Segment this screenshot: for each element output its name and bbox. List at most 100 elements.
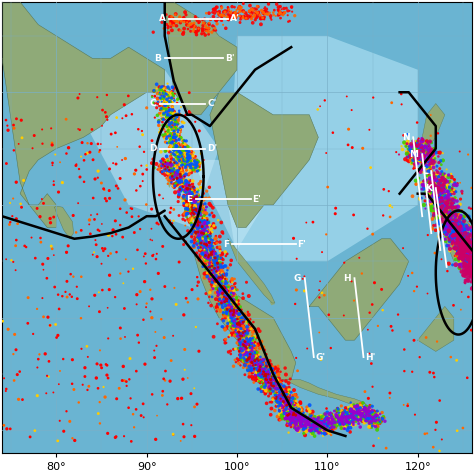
Point xyxy=(73,161,80,168)
Point xyxy=(173,112,181,120)
Point xyxy=(217,283,224,291)
Point xyxy=(286,409,293,417)
Point xyxy=(409,137,417,145)
Point xyxy=(184,151,192,159)
Point xyxy=(274,392,282,400)
Point xyxy=(190,196,198,204)
Point xyxy=(327,419,334,427)
Point xyxy=(169,138,176,146)
Point xyxy=(210,261,218,268)
Point xyxy=(170,130,177,137)
Point xyxy=(252,14,260,22)
Point xyxy=(246,364,253,372)
Point xyxy=(313,427,320,435)
Point xyxy=(176,146,184,154)
Point xyxy=(302,424,310,431)
Point xyxy=(266,398,273,406)
Point xyxy=(209,278,216,286)
Point xyxy=(203,215,210,223)
Point xyxy=(111,217,119,225)
Point xyxy=(203,241,211,249)
Point xyxy=(462,246,470,254)
Point xyxy=(261,373,268,381)
Point xyxy=(244,327,252,334)
Point xyxy=(288,403,295,411)
Point xyxy=(164,112,172,120)
Point xyxy=(190,197,198,205)
Point xyxy=(411,146,419,153)
Point xyxy=(292,354,300,362)
Point xyxy=(94,384,102,392)
Point xyxy=(219,283,227,291)
Point xyxy=(300,417,307,424)
Point xyxy=(164,97,171,105)
Point xyxy=(463,237,471,244)
Point xyxy=(250,319,257,326)
Point xyxy=(424,151,432,158)
Point xyxy=(47,219,55,227)
Point xyxy=(171,159,178,166)
Point xyxy=(162,90,169,97)
Point xyxy=(414,151,421,158)
Point xyxy=(443,210,451,218)
Point xyxy=(239,341,247,348)
Point xyxy=(164,122,172,130)
Point xyxy=(213,8,221,16)
Point xyxy=(442,201,449,208)
Point xyxy=(291,404,298,412)
Point xyxy=(457,248,465,256)
Point xyxy=(250,347,258,355)
Point xyxy=(367,418,375,426)
Point xyxy=(210,264,218,271)
Point xyxy=(169,150,177,157)
Point xyxy=(290,398,298,406)
Point xyxy=(236,318,244,325)
Point xyxy=(235,345,242,352)
Point xyxy=(188,154,196,161)
Point xyxy=(171,127,178,135)
Point xyxy=(422,152,429,159)
Point xyxy=(206,221,213,228)
Point xyxy=(353,409,360,416)
Point xyxy=(422,176,430,184)
Point xyxy=(210,213,218,220)
Point xyxy=(428,206,435,214)
Point xyxy=(224,304,231,312)
Point xyxy=(221,295,229,302)
Point xyxy=(427,198,435,205)
Point xyxy=(460,218,468,225)
Point xyxy=(261,382,269,389)
Point xyxy=(201,31,209,39)
Point xyxy=(159,115,167,122)
Point xyxy=(223,310,230,318)
Point xyxy=(471,254,474,262)
Point xyxy=(255,364,262,372)
Point xyxy=(262,360,269,368)
Point xyxy=(468,236,474,244)
Point xyxy=(174,153,182,161)
Point xyxy=(321,418,328,426)
Point xyxy=(448,202,456,210)
Point xyxy=(161,90,168,97)
Point xyxy=(315,426,322,433)
Point xyxy=(209,274,217,282)
Point xyxy=(202,253,210,260)
Point xyxy=(221,248,229,255)
Point xyxy=(197,206,205,213)
Point xyxy=(261,380,268,388)
Point xyxy=(282,371,290,378)
Point xyxy=(275,8,283,15)
Point xyxy=(210,241,217,248)
Point xyxy=(460,217,468,224)
Point xyxy=(453,210,460,217)
Point xyxy=(262,374,270,382)
Point xyxy=(350,211,357,219)
Point xyxy=(66,418,73,425)
Point xyxy=(455,248,463,256)
Point xyxy=(457,240,465,248)
Point xyxy=(431,185,438,192)
Point xyxy=(185,155,192,162)
Point xyxy=(446,229,453,237)
Point xyxy=(310,419,318,426)
Point xyxy=(161,96,169,103)
